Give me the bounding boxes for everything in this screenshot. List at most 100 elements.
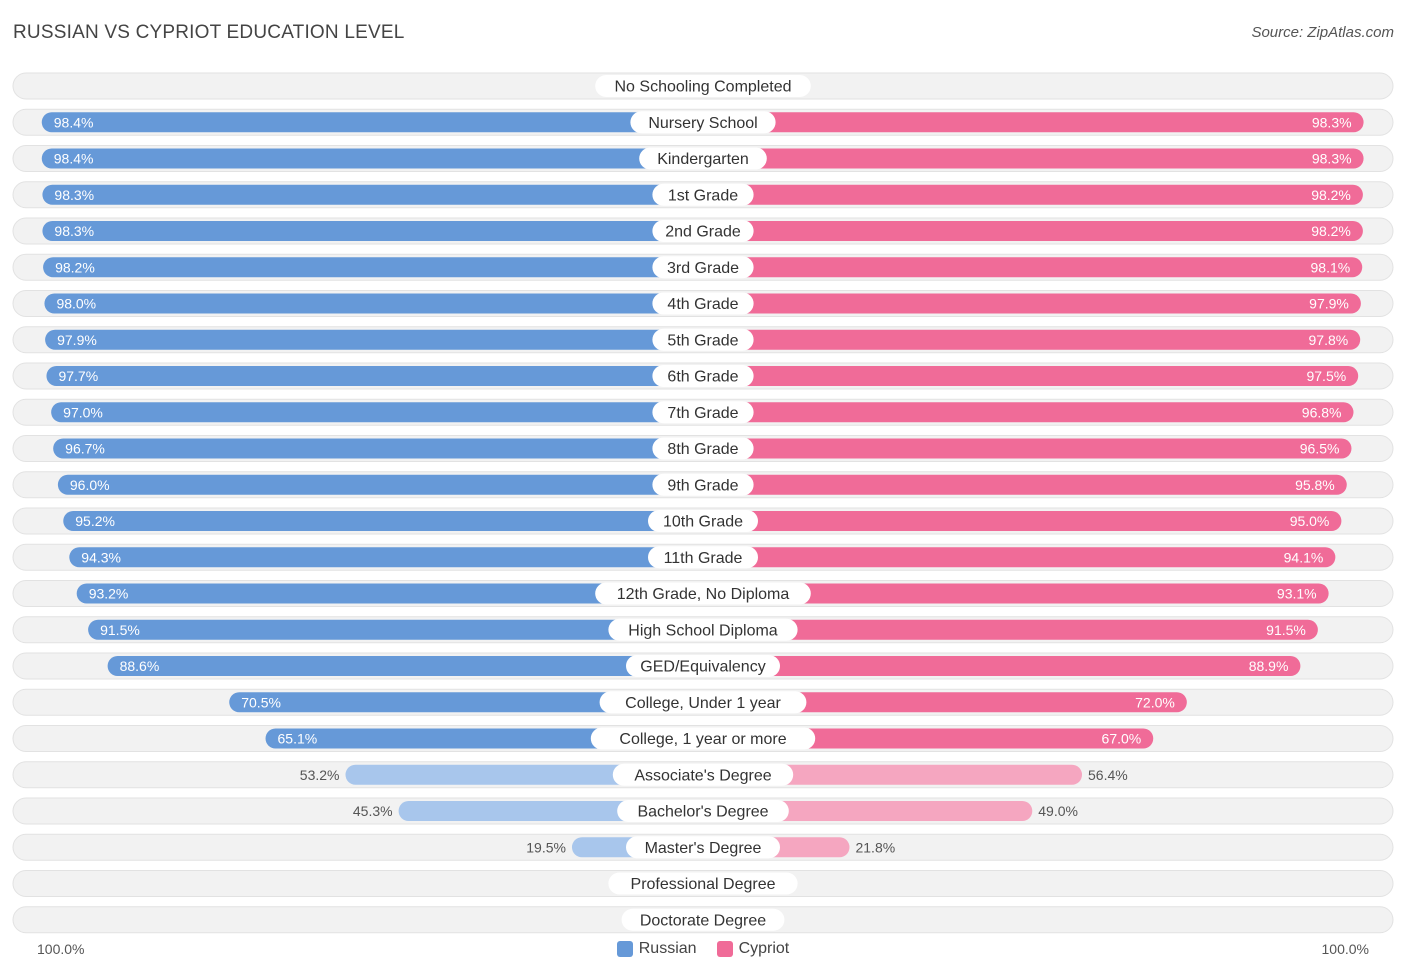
legend-item-cypriot[interactable]: Cypriot (716, 940, 790, 958)
value-label-cypriot: 49.0% (1038, 803, 1078, 819)
category-label: 12th Grade, No Diploma (617, 586, 790, 603)
chart-row: 98.2% 98.1% 3rd Grade (12, 253, 1394, 281)
value-label-russian: 98.3% (54, 223, 94, 239)
category-label: Nursery School (648, 115, 757, 132)
value-label-russian: 88.6% (120, 658, 160, 674)
chart-row: 98.4% 98.3% Nursery School (12, 108, 1394, 136)
bar-russian (44, 293, 703, 314)
chart-row: 19.5% 21.8% Master's Degree (12, 833, 1394, 861)
legend-swatch-cypriot (716, 941, 733, 957)
category-label-background (652, 401, 754, 424)
bar-cypriot (703, 329, 1361, 350)
value-label-russian: 96.0% (70, 477, 110, 493)
bar-cypriot (703, 148, 1364, 169)
category-label: College, 1 year or more (619, 731, 786, 748)
value-label-russian: 93.2% (89, 586, 129, 602)
bar-cypriot (703, 402, 1354, 423)
bar-russian (107, 656, 703, 676)
bar-russian (42, 184, 703, 205)
category-label: 7th Grade (667, 405, 738, 422)
value-label-russian: 98.3% (54, 187, 94, 203)
bar-russian (76, 583, 704, 604)
bar-cypriot (703, 547, 1336, 568)
chart-row: 2.6%2.6%Doctorate Degree (12, 906, 1394, 934)
category-label-background (648, 546, 758, 569)
bar-cypriot (703, 764, 1083, 785)
value-label-russian: 98.0% (56, 296, 96, 312)
legend: Russian Cypriot (0, 940, 1406, 958)
category-label-background (652, 328, 754, 351)
bar-russian (45, 329, 703, 350)
bar-cypriot (703, 511, 1342, 531)
bar-russian (43, 257, 703, 278)
category-label: GED/Equivalency (640, 659, 765, 676)
value-label-russian: 97.9% (57, 332, 97, 348)
category-label-background (590, 727, 816, 750)
category-label: Doctorate Degree (640, 912, 766, 929)
bar-cypriot (703, 221, 1363, 241)
bar-cypriot (703, 438, 1352, 459)
category-label-background (652, 183, 754, 206)
value-label-russian: 98.4% (54, 114, 94, 130)
value-label-cypriot: 97.8% (1309, 332, 1349, 348)
legend-label-cypriot: Cypriot (738, 940, 790, 957)
axis-right-label: 100.0% (1321, 941, 1369, 957)
category-label-background (630, 111, 776, 134)
category-label-background (595, 582, 811, 605)
value-label-cypriot: 88.9% (1249, 658, 1289, 674)
bar-cypriot (703, 366, 1359, 386)
value-label-cypriot: 95.0% (1290, 513, 1330, 529)
value-label-russian: 91.5% (100, 622, 140, 638)
category-label: College, Under 1 year (625, 695, 781, 712)
bar-russian (88, 619, 704, 640)
category-label: Master's Degree (645, 840, 762, 857)
bar-russian (51, 402, 704, 423)
value-label-cypriot: 96.5% (1300, 441, 1340, 457)
value-label-cypriot: 98.3% (1312, 114, 1352, 130)
bar-russian (41, 148, 703, 169)
category-label: Kindergarten (657, 151, 749, 168)
category-label-background (612, 763, 794, 786)
value-label-cypriot: 98.2% (1311, 187, 1351, 203)
value-label-russian: 98.4% (54, 151, 94, 167)
chart-row: 1.7%1.7%No Schooling Completed (12, 72, 1394, 100)
category-label-background (617, 800, 789, 822)
chart-row: 91.5% 91.5% High School Diploma (12, 616, 1394, 644)
category-label: 5th Grade (667, 332, 738, 349)
legend-item-russian[interactable]: Russian (616, 940, 697, 958)
chart-row: 45.3% 49.0% Bachelor's Degree (12, 797, 1394, 825)
category-label-background (652, 437, 754, 460)
category-label-background (648, 510, 758, 532)
bar-cypriot (703, 656, 1301, 676)
category-label: 1st Grade (668, 187, 738, 204)
diverging-bar-chart: 1.7%1.7%No Schooling Completed 98.4% 98.3%… (12, 72, 1394, 934)
category-label-background (599, 691, 807, 714)
bar-russian (53, 438, 703, 459)
value-label-cypriot: 93.1% (1277, 586, 1317, 602)
value-label-cypriot: 56.4% (1088, 767, 1128, 783)
chart-row: 95.2% 95.0% 10th Grade (12, 507, 1394, 535)
chart-row: 98.0% 97.9% 4th Grade (12, 290, 1394, 317)
category-label-background (621, 908, 785, 931)
legend-swatch-russian (616, 941, 633, 957)
bar-cypriot (703, 112, 1364, 133)
category-label-background (608, 618, 798, 641)
category-label: 8th Grade (667, 441, 738, 458)
category-label: 2nd Grade (665, 224, 741, 241)
value-label-cypriot: 67.0% (1102, 731, 1142, 747)
chart-row: 98.3% 98.2% 2nd Grade (12, 217, 1394, 245)
chart-row: 65.1% 67.0% College, 1 year or more (12, 725, 1394, 752)
chart-row: 96.0% 95.8% 9th Grade (12, 471, 1394, 499)
category-label: Associate's Degree (634, 767, 771, 784)
category-label: Professional Degree (631, 876, 776, 893)
category-label: High School Diploma (628, 622, 778, 639)
value-label-russian: 45.3% (353, 803, 393, 819)
chart-row: 93.2% 93.1% 12th Grade, No Diploma (12, 580, 1394, 607)
chart-row: 88.6% 88.9% GED/Equivalency (12, 652, 1394, 680)
bar-russian (69, 547, 703, 568)
bar-russian (345, 764, 703, 785)
chart-row: 97.7% 97.5% 6th Grade (12, 362, 1394, 390)
value-label-russian: 97.7% (58, 368, 98, 384)
chart-title: RUSSIAN VS CYPRIOT EDUCATION LEVEL (13, 22, 405, 43)
value-label-russian: 97.0% (63, 404, 103, 420)
